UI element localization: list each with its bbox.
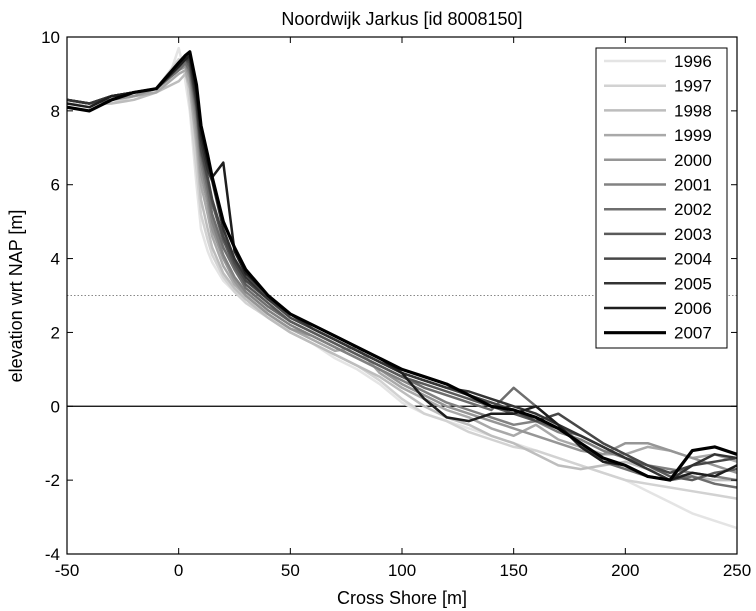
y-tick-label: 6: [51, 176, 60, 195]
y-tick-label: 4: [51, 250, 60, 269]
x-tick-label: 150: [499, 561, 527, 580]
legend-item-2003: 2003: [604, 225, 712, 244]
legend-label: 2004: [674, 250, 712, 269]
legend-label: 2006: [674, 299, 712, 318]
y-tick-label: 8: [51, 102, 60, 121]
legend-item-2002: 2002: [604, 200, 712, 219]
legend-label: 2001: [674, 176, 712, 195]
legend-label: 1997: [674, 77, 712, 96]
legend-label: 2000: [674, 151, 712, 170]
legend-label: 1998: [674, 101, 712, 120]
series-layer: [67, 46, 737, 530]
legend-label: 1996: [674, 52, 712, 71]
legend-item-2000: 2000: [604, 151, 712, 170]
y-axis-title: elevation wrt NAP [m]: [6, 210, 26, 383]
x-tick-label: 200: [611, 561, 639, 580]
y-tick-label: -4: [45, 545, 60, 564]
legend-item-2006: 2006: [604, 299, 712, 318]
legend-item-2004: 2004: [604, 250, 712, 269]
legend-item-1997: 1997: [604, 77, 712, 96]
legend-label: 2002: [674, 200, 712, 219]
series-line-2007: [67, 50, 737, 482]
x-axis-title: Cross Shore [m]: [337, 588, 467, 608]
x-tick-label: 50: [281, 561, 300, 580]
legend-item-1998: 1998: [604, 101, 712, 120]
legend-item-1999: 1999: [604, 126, 712, 145]
y-tick-label: -2: [45, 471, 60, 490]
legend: 1996 1997 1998 1999 2000 2001 2002 2003 2004 2005…: [595, 47, 728, 349]
legend-item-1996: 1996: [604, 52, 712, 71]
legend-label: 2007: [674, 324, 712, 343]
x-tick-label: 0: [174, 561, 183, 580]
y-tick-label: 0: [51, 397, 60, 416]
legend-item-2007: 2007: [604, 324, 712, 343]
y-tick-label: 2: [51, 323, 60, 342]
legend-item-2005: 2005: [604, 274, 712, 293]
x-axis-tick-labels: -50 0 50 100 150 200 250: [55, 561, 751, 580]
legend-box: [595, 47, 728, 349]
legend-label: 1999: [674, 126, 712, 145]
x-tick-label: -50: [55, 561, 80, 580]
x-tick-label: 100: [388, 561, 416, 580]
chart-title: Noordwijk Jarkus [id 8008150]: [281, 9, 522, 29]
axis-ticks: [66, 36, 738, 555]
y-tick-label: 10: [41, 28, 60, 47]
legend-item-2001: 2001: [604, 176, 712, 195]
legend-label: 2005: [674, 274, 712, 293]
y-axis-tick-labels: -4 -2 0 2 4 6 8 10: [41, 28, 60, 564]
x-tick-label: 250: [723, 561, 751, 580]
reference-lines: [67, 295, 737, 407]
legend-label: 2003: [674, 225, 712, 244]
